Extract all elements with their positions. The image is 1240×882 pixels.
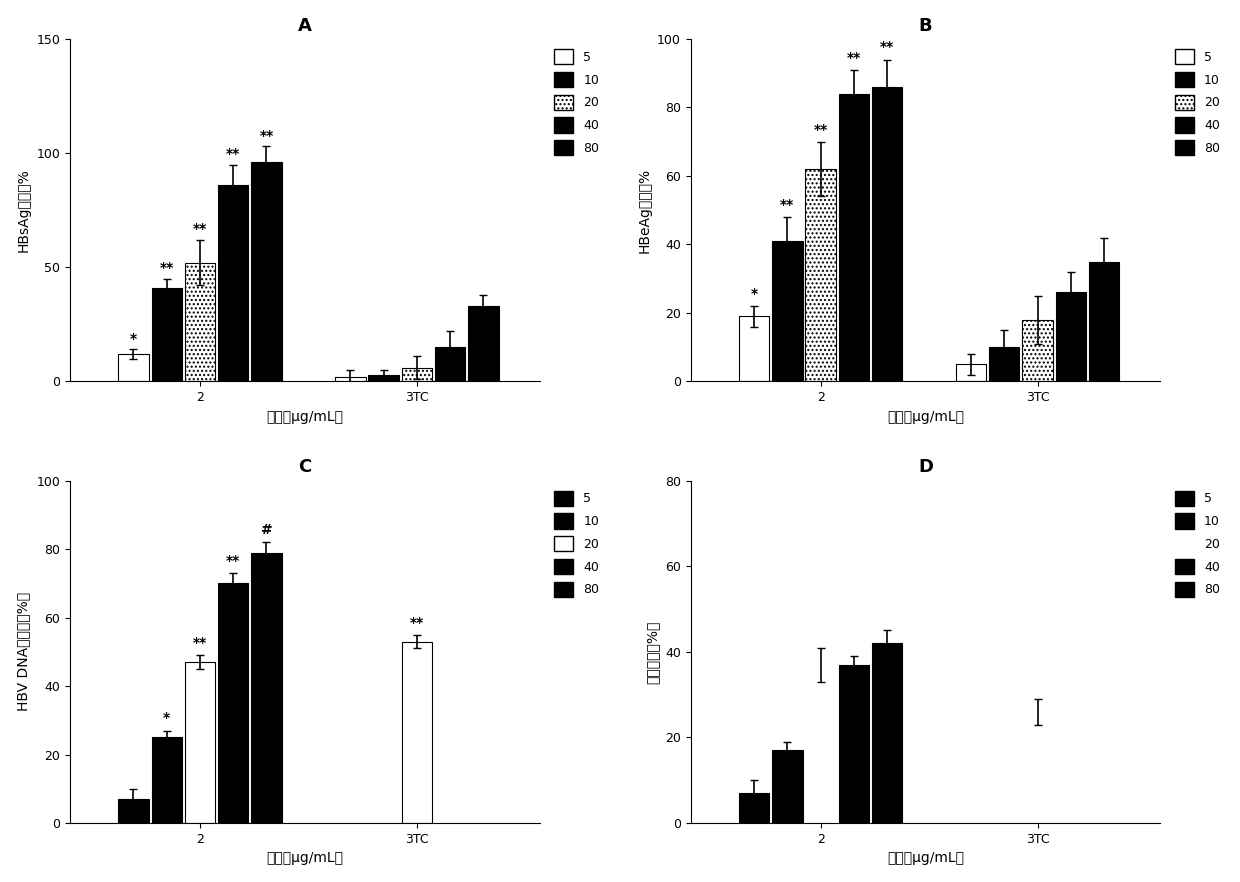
Legend: 5, 10, 20, 40, 80: 5, 10, 20, 40, 80 bbox=[551, 45, 603, 159]
Legend: 5, 10, 20, 40, 80: 5, 10, 20, 40, 80 bbox=[551, 487, 603, 601]
X-axis label: 浓度（μg/mL）: 浓度（μg/mL） bbox=[887, 409, 963, 423]
Bar bbox=[218, 185, 248, 381]
Text: **: ** bbox=[193, 636, 207, 650]
Bar bbox=[956, 364, 986, 381]
Text: #: # bbox=[260, 523, 273, 537]
Bar bbox=[435, 348, 465, 381]
X-axis label: 浓度（μg/mL）: 浓度（μg/mL） bbox=[267, 409, 343, 423]
Bar bbox=[773, 751, 802, 823]
Bar bbox=[838, 93, 869, 381]
Text: *: * bbox=[164, 712, 170, 726]
Bar bbox=[335, 377, 366, 381]
Bar bbox=[252, 553, 281, 823]
Bar bbox=[218, 583, 248, 823]
Bar bbox=[151, 737, 182, 823]
Y-axis label: HBV DNA抑制率（%）: HBV DNA抑制率（%） bbox=[16, 593, 31, 712]
Text: **: ** bbox=[160, 261, 174, 275]
Bar bbox=[1089, 262, 1120, 381]
Bar bbox=[402, 641, 432, 823]
Text: **: ** bbox=[880, 41, 894, 55]
Y-axis label: HBeAg抑制率%: HBeAg抑制率% bbox=[637, 168, 651, 253]
Title: D: D bbox=[918, 459, 932, 476]
Bar bbox=[402, 368, 432, 381]
Bar bbox=[118, 799, 149, 823]
Text: **: ** bbox=[226, 147, 241, 161]
X-axis label: 浓度（μg/mL）: 浓度（μg/mL） bbox=[887, 851, 963, 865]
Bar bbox=[185, 263, 216, 381]
Bar bbox=[1055, 292, 1086, 381]
Text: **: ** bbox=[813, 123, 828, 137]
Text: **: ** bbox=[847, 50, 861, 64]
X-axis label: 浓度（μg/mL）: 浓度（μg/mL） bbox=[267, 851, 343, 865]
Bar bbox=[990, 348, 1019, 381]
Text: **: ** bbox=[780, 198, 795, 212]
Bar bbox=[773, 241, 802, 381]
Bar bbox=[739, 317, 769, 381]
Text: *: * bbox=[750, 287, 758, 301]
Text: **: ** bbox=[193, 222, 207, 236]
Bar bbox=[469, 306, 498, 381]
Bar bbox=[872, 643, 903, 823]
Text: **: ** bbox=[226, 554, 241, 568]
Bar bbox=[185, 662, 216, 823]
Bar bbox=[1022, 320, 1053, 381]
Text: *: * bbox=[130, 332, 136, 346]
Bar bbox=[838, 665, 869, 823]
Bar bbox=[739, 793, 769, 823]
Y-axis label: 细胞毒性（%）: 细胞毒性（%） bbox=[645, 620, 660, 684]
Bar bbox=[252, 162, 281, 381]
Text: **: ** bbox=[259, 129, 274, 143]
Y-axis label: HBsAg抑制率%: HBsAg抑制率% bbox=[16, 168, 31, 252]
Title: C: C bbox=[298, 459, 311, 476]
Bar bbox=[806, 169, 836, 381]
Title: A: A bbox=[298, 17, 311, 34]
Bar bbox=[872, 87, 903, 381]
Text: **: ** bbox=[409, 616, 424, 630]
Bar bbox=[368, 375, 399, 381]
Legend: 5, 10, 20, 40, 80: 5, 10, 20, 40, 80 bbox=[1172, 45, 1224, 159]
Legend: 5, 10, 20, 40, 80: 5, 10, 20, 40, 80 bbox=[1172, 487, 1224, 601]
Bar bbox=[151, 288, 182, 381]
Title: B: B bbox=[919, 17, 932, 34]
Bar bbox=[118, 354, 149, 381]
